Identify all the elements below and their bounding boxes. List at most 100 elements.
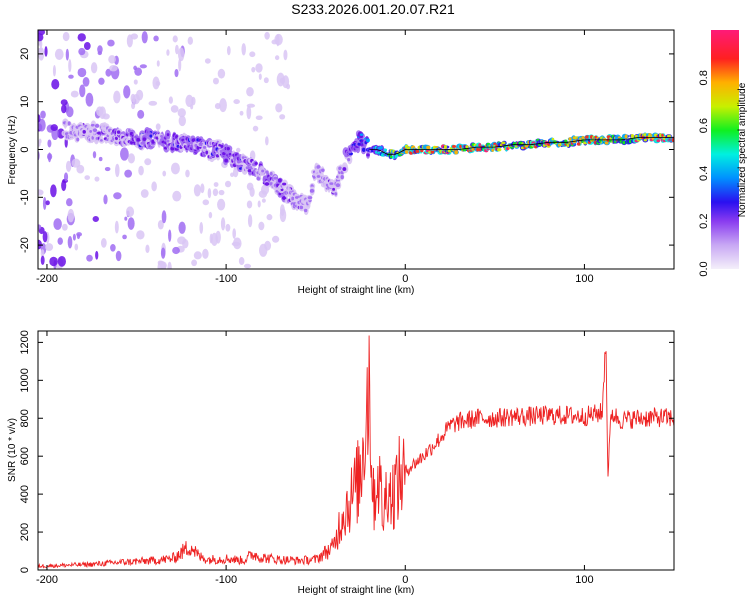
ridge-blob: [92, 128, 98, 133]
ridge-blob: [299, 205, 304, 210]
ridge-blob: [347, 157, 351, 162]
noise-blob: [217, 68, 226, 79]
ridge-blob: [332, 187, 336, 191]
noise-blob: [38, 142, 41, 147]
noise-blob: [102, 113, 110, 120]
noise-blob: [145, 244, 150, 254]
ridge-blob: [334, 192, 338, 196]
noise-blob: [61, 223, 68, 231]
noise-blob: [193, 251, 202, 260]
noise-blob: [38, 138, 42, 144]
x-tick-label: 0: [402, 273, 408, 285]
noise-blob: [224, 180, 232, 188]
noise-blob: [168, 96, 173, 104]
noise-blob: [61, 104, 67, 114]
noise-blob: [283, 49, 288, 61]
ridge-blob: [166, 133, 170, 137]
noise-blob: [208, 211, 213, 219]
ridge-blob: [362, 147, 366, 152]
x-tick-label: 100: [575, 574, 593, 586]
noise-blob: [239, 110, 244, 116]
noise-blob: [76, 232, 82, 237]
noise-blob: [74, 243, 79, 251]
noise-blob: [76, 164, 85, 174]
noise-blob: [232, 237, 242, 250]
noise-blob: [241, 43, 246, 56]
ridge-blob: [226, 146, 230, 151]
ridge-blob: [415, 150, 420, 153]
noise-blob: [217, 198, 226, 211]
noise-blob: [162, 170, 167, 177]
noise-blob: [68, 59, 72, 73]
noise-blob: [72, 233, 76, 241]
y-tick-label: -10: [19, 189, 31, 205]
noise-blob: [50, 124, 58, 132]
noise-blob: [83, 42, 91, 51]
y-tick-label: 1000: [19, 368, 31, 392]
noise-blob: [77, 33, 86, 42]
ridge-blob: [585, 135, 590, 139]
noise-blob: [210, 232, 218, 246]
noise-blob: [236, 147, 241, 153]
spectrogram-heatmap: [38, 30, 674, 269]
colorbar-label: Normalized spectral amplitude: [737, 82, 748, 217]
noise-blob: [191, 259, 198, 267]
noise-blob: [84, 175, 90, 180]
noise-blob: [104, 166, 111, 172]
noise-blob: [255, 63, 263, 73]
noise-blob: [63, 172, 69, 182]
noise-blob: [110, 243, 116, 252]
noise-blob: [40, 110, 46, 119]
noise-blob: [107, 39, 115, 47]
ridge-blob: [404, 150, 409, 154]
ridge-blob: [82, 129, 86, 134]
ridge-blob: [220, 144, 224, 149]
noise-blob: [265, 136, 269, 146]
noise-blob: [255, 115, 263, 121]
ridge-blob: [291, 196, 295, 201]
noise-blob: [202, 199, 210, 206]
noise-blob: [178, 58, 182, 72]
noise-blob: [266, 214, 273, 221]
ridge-blob: [335, 183, 341, 188]
y-tick-label: -20: [19, 237, 31, 253]
noise-blob: [67, 208, 75, 223]
noise-blob: [42, 231, 48, 243]
spectrogram-y-ticks: -20 -10 0 10 20: [19, 48, 674, 253]
snr-panel: -200 -100 0 100 0 200 400 600 800 1000 1200 Heigh…: [7, 330, 675, 596]
ridge-blob: [196, 145, 200, 150]
x-tick-label: 0: [402, 574, 408, 586]
ridge-blob: [202, 145, 207, 149]
colorbar-gradient: [711, 30, 739, 269]
ridge-blob: [76, 137, 80, 142]
ridge-blob: [383, 148, 388, 152]
snr-x-label: Height of straight line (km): [298, 585, 415, 596]
noise-blob: [113, 90, 121, 104]
ridge-blob: [273, 176, 278, 180]
noise-blob: [193, 184, 201, 197]
noise-blob: [157, 219, 164, 230]
noise-blob: [172, 190, 182, 202]
noise-blob: [95, 250, 99, 260]
noise-blob: [286, 83, 291, 90]
noise-blob: [225, 223, 231, 232]
ridge-blob: [282, 196, 287, 200]
snr-y-ticks: 0 200 400 600 800 1000 1200: [19, 330, 674, 573]
noise-blob: [246, 105, 252, 120]
x-tick-label: -100: [215, 574, 237, 586]
ridge-blob: [303, 208, 308, 213]
chart-title: S233.2026.001.20.07.R21: [291, 1, 455, 17]
noise-blob: [212, 77, 219, 85]
noise-blob: [218, 189, 225, 196]
ridge-blob: [366, 138, 370, 143]
noise-blob: [144, 158, 152, 166]
noise-blob: [153, 35, 159, 42]
noise-blob: [202, 248, 209, 259]
noise-blob: [279, 77, 286, 84]
ridge-blob: [501, 141, 506, 145]
ridge-blob: [656, 139, 660, 143]
noise-blob: [190, 104, 194, 110]
ridge-blob: [329, 182, 334, 185]
ridge-blob: [307, 196, 313, 200]
